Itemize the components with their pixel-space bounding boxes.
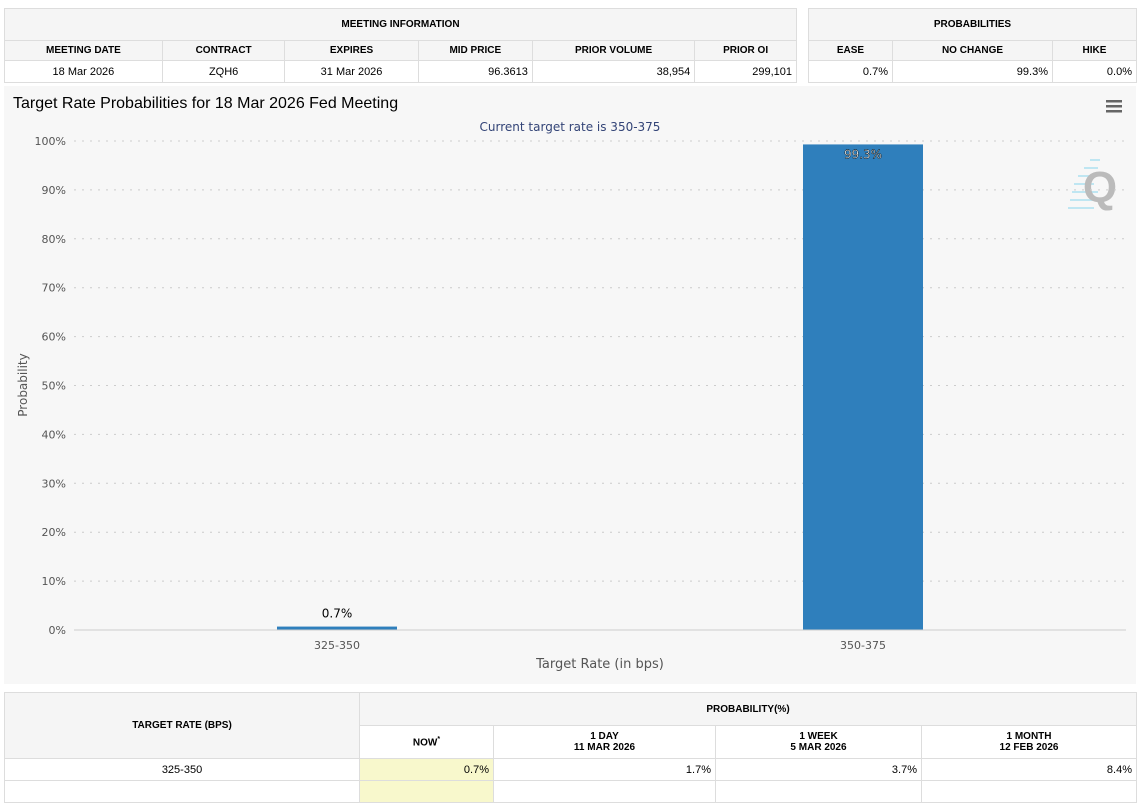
- x-tick-label: 350-375: [840, 639, 886, 652]
- menu-button[interactable]: [1104, 98, 1124, 114]
- data-label: 99.3%: [844, 147, 882, 161]
- probabilities-title: PROBABILITIES: [808, 8, 1137, 41]
- data-label: 0.7%: [322, 607, 353, 621]
- col-target-rate: TARGET RATE (BPS): [4, 692, 360, 759]
- y-tick-label: 20%: [42, 526, 66, 539]
- month-cell: 8.4%: [921, 758, 1137, 781]
- y-tick-label: 90%: [42, 184, 66, 197]
- col-probability: PROBABILITY(%): [359, 692, 1137, 726]
- y-tick-label: 10%: [42, 575, 66, 588]
- y-axis-title: Probability: [16, 353, 30, 416]
- ease-value: 0.7%: [808, 60, 893, 83]
- y-tick-label: 50%: [42, 380, 66, 393]
- chart-panel: Target Rate Probabilities for 18 Mar 202…: [4, 86, 1136, 684]
- col-prior-oi: PRIOR OI: [694, 40, 797, 61]
- y-tick-label: 100%: [35, 135, 66, 148]
- y-tick-label: 0%: [49, 624, 66, 637]
- y-tick-label: 70%: [42, 282, 66, 295]
- now-cell: 0.7%: [359, 758, 494, 781]
- col-meeting-date: MEETING DATE: [4, 40, 163, 61]
- y-tick-label: 80%: [42, 233, 66, 246]
- hike-value: 0.0%: [1052, 60, 1137, 83]
- probabilities-table: PROBABILITIES EASE NO CHANGE HIKE 0.7% 9…: [808, 8, 1137, 83]
- chart-subtitle: Current target rate is 350-375: [480, 120, 661, 134]
- col-now: NOW*: [359, 725, 494, 759]
- x-tick-label: 325-350: [314, 639, 360, 652]
- bar-350-375[interactable]: [803, 144, 923, 630]
- col-no-change: NO CHANGE: [892, 40, 1053, 61]
- col-1-month: 1 MONTH 12 FEB 2026: [921, 725, 1137, 759]
- table-row: 325-350 0.7% 1.7% 3.7% 8.4%: [4, 758, 1137, 781]
- y-tick-label: 40%: [42, 428, 66, 441]
- day-cell: 1.7%: [493, 758, 716, 781]
- col-prior-volume: PRIOR VOLUME: [531, 40, 696, 61]
- x-axis-title: Target Rate (in bps): [535, 657, 664, 672]
- prior-oi: 299,101: [694, 60, 797, 83]
- rate-cell: 325-350: [4, 758, 360, 781]
- col-mid-price: MID PRICE: [417, 40, 533, 61]
- bar-chart: Target Rate Probabilities for 18 Mar 202…: [13, 95, 1126, 672]
- mid-price: 96.3613: [417, 60, 533, 83]
- meeting-date: 18 Mar 2026: [4, 60, 163, 83]
- y-tick-label: 60%: [42, 331, 66, 344]
- contract: ZQH6: [161, 60, 286, 83]
- svg-text:Q: Q: [1083, 163, 1117, 212]
- week-cell: 3.7%: [715, 758, 922, 781]
- expires: 31 Mar 2026: [284, 60, 419, 83]
- col-expires: EXPIRES: [284, 40, 419, 61]
- prior-volume: 38,954: [531, 60, 696, 83]
- probability-history-table: TARGET RATE (BPS) PROBABILITY(%) NOW* 1 …: [4, 692, 1137, 803]
- hamburger-menu-icon: [1106, 100, 1122, 103]
- chart-title: Target Rate Probabilities for 18 Mar 202…: [13, 95, 398, 112]
- no-change-value: 99.3%: [892, 60, 1053, 83]
- y-tick-label: 30%: [42, 477, 66, 490]
- col-ease: EASE: [808, 40, 893, 61]
- col-contract: CONTRACT: [161, 40, 286, 61]
- col-hike: HIKE: [1052, 40, 1137, 61]
- col-1-day: 1 DAY 11 MAR 2026: [493, 725, 716, 759]
- meeting-information-title: MEETING INFORMATION: [4, 8, 797, 41]
- bar-325-350[interactable]: [277, 626, 397, 630]
- col-1-week: 1 WEEK 5 MAR 2026: [715, 725, 922, 759]
- watermark-logo: Q: [1068, 159, 1117, 212]
- meeting-information-table: MEETING INFORMATION MEETING DATE CONTRAC…: [4, 8, 797, 83]
